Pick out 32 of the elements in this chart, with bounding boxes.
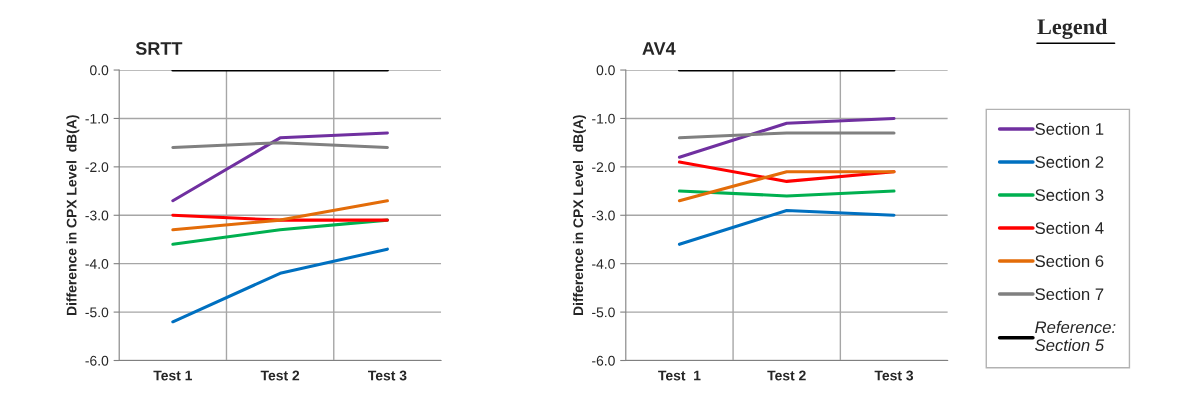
y-tick-label: -2.0 [592,162,615,173]
legend-label: Section 7 [1035,287,1104,301]
x-tick-label: Test 2 [767,370,806,381]
y-tick-label: -4.0 [592,259,615,269]
y-tick-label: -2.0 [85,162,109,173]
y-axis-title: Difference in CPX Level dB(A) [66,115,80,316]
legend-label: Section 4 [1035,221,1104,234]
x-tick-label: Test 3 [874,370,914,381]
y-tick-label: -6.0 [592,355,615,366]
x-tick-label: Test 1 [153,370,193,381]
y-tick-label: -5.0 [592,307,615,318]
y-tick-label: -4.0 [85,259,109,269]
legend-label: Section 6 [1035,254,1104,268]
chart-title: SRTT [135,42,183,55]
legend-label: Section 1 [1035,122,1104,135]
legend-label: Section 3 [1035,188,1104,201]
y-tick-label: -1.0 [592,113,615,124]
legend-label: Section 2 [1035,155,1104,168]
legend-label: Reference: Section 5 [1035,320,1116,352]
y-tick-label: -3.0 [85,210,109,221]
x-tick-label: Test 1 [658,370,701,381]
y-tick-label: -6.0 [85,355,109,366]
y-tick-label: 0.0 [90,65,109,76]
legend-title: Legend [1037,18,1108,39]
y-tick-label: 0.0 [596,65,615,76]
x-tick-label: Test 2 [260,370,300,381]
chart-title: AV4 [642,42,676,55]
x-tick-label: Test 3 [368,370,407,381]
y-axis-title: Difference in CPX Level dB(A) [572,115,586,316]
y-tick-label: -5.0 [85,307,109,318]
y-tick-label: -1.0 [85,113,109,124]
y-tick-label: -3.0 [592,210,615,221]
